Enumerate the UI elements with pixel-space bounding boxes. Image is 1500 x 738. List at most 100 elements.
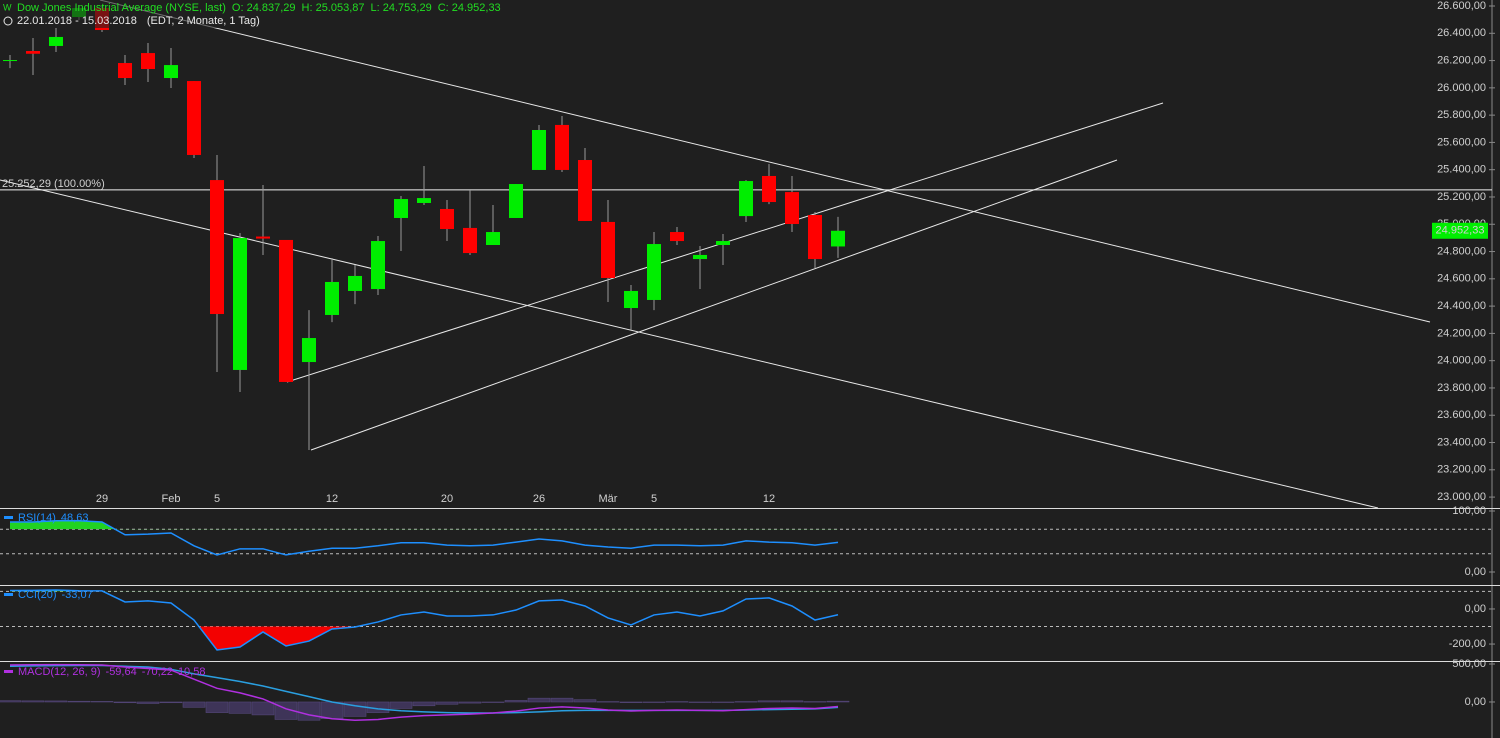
plot: 26.600,00 26.400,00 26.200,00 26.000,00 25.8… <box>0 0 1495 721</box>
histogram-bar <box>527 697 551 703</box>
y-tick-label: 25.800,00 <box>1437 109 1486 121</box>
indicator-legend: RSI(14) 48,63 <box>18 512 88 524</box>
x-tick-label: Mär <box>599 493 618 505</box>
price-line-label: 25.252,29 (100.00%) <box>2 178 105 190</box>
histogram-bar <box>67 700 91 703</box>
histogram-bar <box>251 701 275 716</box>
y-tick-label: 24.600,00 <box>1437 273 1486 285</box>
indicator-legend: MACD(12, 26, 9) -59,64 -70,22 10,58 <box>18 666 205 678</box>
date-range: 22.01.2018 - 15.03.2018 <box>17 15 137 27</box>
candle-body <box>739 181 753 217</box>
ohlc-value: C: 24.952,33 <box>438 2 501 14</box>
legend-icon <box>4 670 13 673</box>
y-tick-label: 26.600,00 <box>1437 0 1486 12</box>
histogram-bar <box>757 700 781 703</box>
histogram-bar <box>228 701 252 714</box>
y-tick-label: -200,00 <box>1449 638 1486 650</box>
candle-body <box>394 199 408 218</box>
candle-body <box>164 65 178 79</box>
candle-body <box>716 241 730 245</box>
y-tick-label: 23.400,00 <box>1437 436 1486 448</box>
x-tick-label: 12 <box>326 493 338 505</box>
candle-body <box>256 236 270 239</box>
header-line: 22.01.2018 - 15.03.2018 (EDT, 2 Monate, 1… <box>17 15 260 27</box>
y-tick-label: 23.800,00 <box>1437 382 1486 394</box>
indicator-line <box>10 520 839 556</box>
candle-body <box>371 241 385 290</box>
candle-body <box>555 124 569 170</box>
legend-value: 10,58 <box>178 666 206 678</box>
y-tick-label: 25.200,00 <box>1437 191 1486 203</box>
candle-body <box>440 208 454 230</box>
legend-icon <box>4 593 13 596</box>
y-tick-label: 26.200,00 <box>1437 54 1486 66</box>
header-line: Dow Jones Industrial Average (NYSE, last… <box>17 2 501 14</box>
histogram-bar <box>412 701 436 707</box>
indicator-line <box>9 589 839 651</box>
histogram-bar <box>182 701 206 708</box>
histogram-bar <box>803 701 827 703</box>
histogram-bar <box>205 701 229 713</box>
candle-body <box>187 81 201 155</box>
indicator-legend: CCI(20) -33,07 <box>18 589 93 601</box>
histogram-bar <box>826 700 850 703</box>
histogram-bar <box>596 701 620 703</box>
histogram-bar <box>320 701 344 719</box>
histogram-bar <box>44 700 68 703</box>
candle-body <box>693 254 707 260</box>
y-tick-label: 0,00 <box>1465 696 1486 708</box>
histogram-bar <box>780 700 804 703</box>
y-tick-label: 23.600,00 <box>1437 409 1486 421</box>
histogram-bar <box>642 701 666 703</box>
candle-body <box>463 227 477 254</box>
legend-name: CCI(20) <box>18 589 57 601</box>
x-tick-label: 29 <box>96 493 108 505</box>
y-tick-label: 0,00 <box>1465 566 1486 578</box>
candle-body <box>624 290 638 309</box>
y-tick-label: 26.400,00 <box>1437 27 1486 39</box>
candle-body <box>578 160 592 221</box>
y-tick-label: 500,00 <box>1452 658 1486 670</box>
candle-body <box>49 36 63 46</box>
histogram-bar <box>0 700 22 703</box>
histogram-bar <box>159 701 183 704</box>
candle-body <box>647 244 661 300</box>
histogram-bar <box>504 700 528 703</box>
legend-value: 48,63 <box>61 512 89 524</box>
candle-body <box>762 175 776 203</box>
candle-body <box>279 239 293 382</box>
histogram-bar <box>113 701 137 704</box>
icon: W <box>3 2 12 12</box>
histogram-bar <box>458 701 482 704</box>
ohlc-value: L: 24.753,29 <box>371 2 432 14</box>
candle-body <box>532 130 546 170</box>
chart-info: (EDT, 2 Monate, 1 Tag) <box>147 15 260 27</box>
legend-name: MACD(12, 26, 9) <box>18 666 101 678</box>
x-tick-label: 20 <box>441 493 453 505</box>
header: W Dow Jones Industrial Average (NYSE, la… <box>0 0 501 28</box>
candle-body <box>348 275 362 291</box>
legend-icon <box>4 516 13 519</box>
indicator-fill <box>10 626 838 651</box>
histogram-bar <box>734 701 758 703</box>
y-tick-label: 23.200,00 <box>1437 464 1486 476</box>
y-tick-label: 26.000,00 <box>1437 82 1486 94</box>
legend-value: -33,07 <box>62 589 93 601</box>
last-price-label: 24.952,33 <box>1436 225 1485 237</box>
y-tick-label: 0,00 <box>1465 603 1486 615</box>
candle-body <box>26 51 40 54</box>
histogram-bar <box>136 701 160 704</box>
y-tick-label: 24.400,00 <box>1437 300 1486 312</box>
y-tick-label: 25.400,00 <box>1437 164 1486 176</box>
histogram-bar <box>711 701 735 703</box>
histogram-bar <box>21 700 45 703</box>
indicator-line <box>9 663 839 721</box>
histogram-bar <box>297 701 321 721</box>
candle-body <box>808 214 822 260</box>
ohlc-value: H: 25.053,87 <box>302 2 365 14</box>
histogram-bar <box>435 701 459 705</box>
y-tick-label: 24.800,00 <box>1437 245 1486 257</box>
candle-body <box>831 230 845 247</box>
candle-body <box>601 221 615 279</box>
